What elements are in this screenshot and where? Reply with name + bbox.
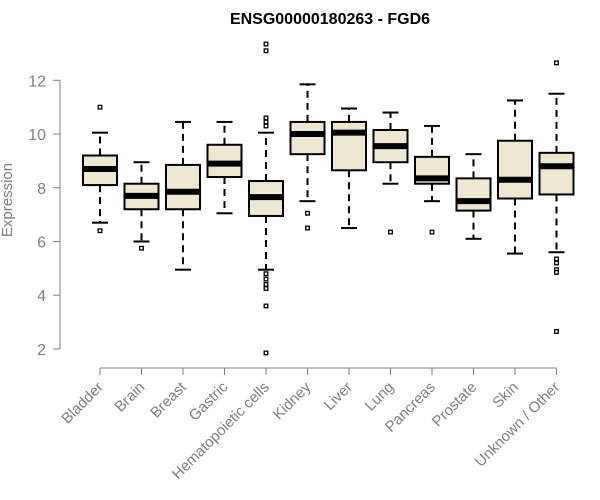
x-tick-label-bladder: Bladder bbox=[58, 379, 107, 428]
box-iqr bbox=[538, 151, 575, 196]
box-gastric bbox=[206, 120, 243, 215]
outlier-point bbox=[305, 210, 310, 216]
x-tick-label-liver: Liver bbox=[321, 379, 356, 414]
x-tick-label-prostate: Prostate bbox=[429, 379, 481, 431]
y-axis: 2 4 6 8 10 12 bbox=[28, 73, 61, 359]
outlier-point bbox=[263, 41, 269, 47]
y-tick-label: 4 bbox=[37, 288, 46, 305]
box-lung bbox=[372, 111, 409, 235]
outlier-point bbox=[263, 271, 269, 277]
outlier-point bbox=[263, 123, 269, 129]
y-tick-label: 6 bbox=[37, 234, 46, 251]
box-bladder bbox=[82, 104, 118, 234]
box-kidney bbox=[289, 83, 326, 231]
outlier-point bbox=[554, 60, 559, 66]
y-tick-label: 12 bbox=[28, 73, 46, 90]
box-iqr bbox=[497, 139, 533, 200]
box-iqr bbox=[165, 163, 201, 211]
outlier-point bbox=[429, 229, 435, 235]
outlier-point bbox=[97, 228, 103, 234]
box-unknown-other bbox=[538, 60, 575, 334]
outlier-point bbox=[263, 119, 269, 125]
outlier-point bbox=[263, 115, 269, 121]
outlier-point bbox=[263, 303, 269, 309]
outlier-point bbox=[263, 282, 269, 287]
x-tick-label-breast: Breast bbox=[147, 378, 190, 421]
x-tick-label-lung: Lung bbox=[362, 379, 398, 415]
box-iqr bbox=[331, 120, 367, 172]
chart-title: ENSG00000180263 - FGD6 bbox=[230, 11, 430, 28]
outlier-point bbox=[554, 256, 559, 262]
y-tick-label: 2 bbox=[37, 342, 46, 359]
y-tick-label: 10 bbox=[28, 127, 46, 144]
box-breast bbox=[165, 120, 201, 271]
y-axis-label: Expression bbox=[0, 163, 16, 237]
box-iqr bbox=[289, 120, 326, 156]
outlier-point bbox=[305, 225, 310, 231]
outlier-point bbox=[554, 260, 559, 266]
box-skin bbox=[497, 99, 533, 255]
boxes bbox=[82, 41, 575, 356]
outlier-point bbox=[263, 276, 269, 282]
outlier-point bbox=[139, 245, 144, 251]
box-prostate bbox=[455, 153, 492, 240]
y-tick-label: 8 bbox=[37, 181, 46, 198]
outlier-point bbox=[263, 48, 269, 54]
outlier-point bbox=[263, 350, 269, 356]
outlier-point bbox=[97, 104, 103, 110]
box-hematopoietic-cells bbox=[248, 41, 284, 356]
outlier-point bbox=[388, 229, 393, 235]
box-liver bbox=[331, 107, 367, 230]
x-tick-label-kidney: Kidney bbox=[270, 378, 315, 423]
box-pancreas bbox=[414, 124, 450, 235]
box-brain bbox=[123, 161, 160, 251]
box-iqr bbox=[455, 177, 492, 212]
outlier-point bbox=[263, 286, 269, 291]
outlier-point bbox=[554, 269, 559, 275]
x-tick-label-brain: Brain bbox=[112, 379, 149, 416]
x-tick-label-skin: Skin bbox=[489, 379, 522, 412]
outlier-point bbox=[554, 329, 559, 334]
